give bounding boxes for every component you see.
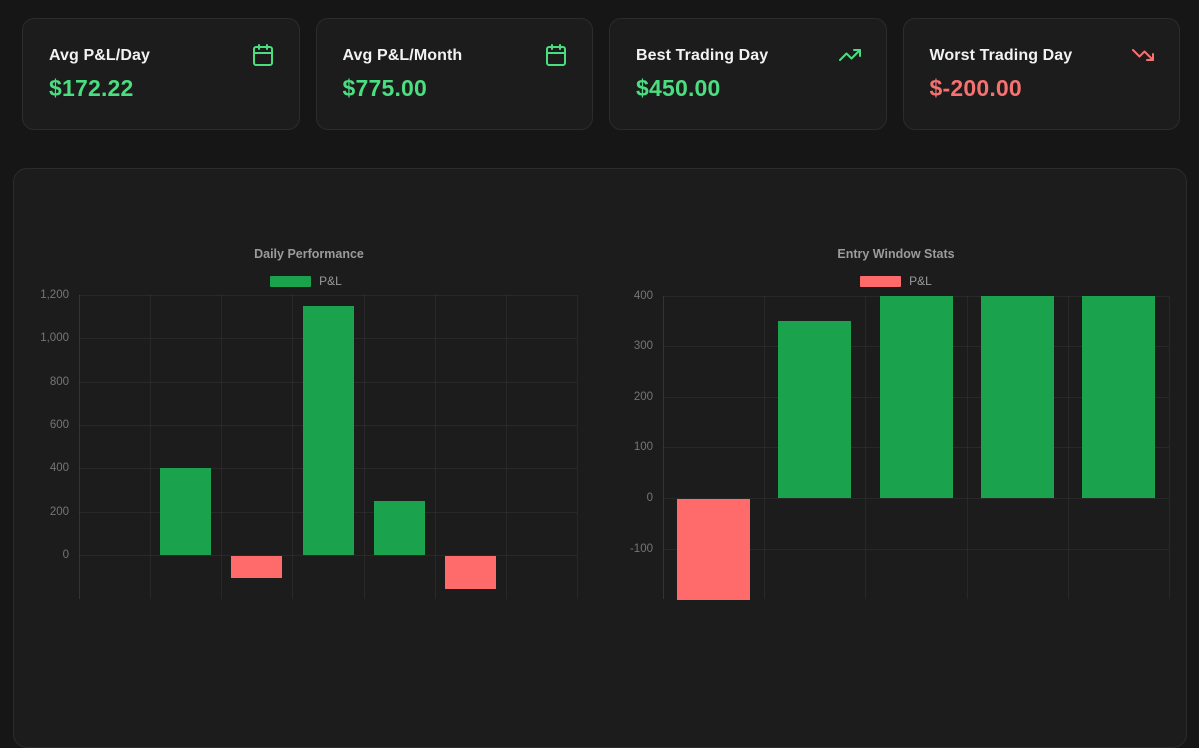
stats-row: Avg P&L/Day $172.22 Avg P&L/Month $775.0… xyxy=(22,18,1180,130)
y-tick-label: 100 xyxy=(633,441,653,454)
stat-value: $172.22 xyxy=(49,75,134,101)
chart-bar[interactable] xyxy=(980,295,1054,498)
y-tick-label: 200 xyxy=(49,505,69,518)
chart-bar[interactable] xyxy=(302,305,354,555)
gridline xyxy=(505,295,507,599)
y-tick-label: 400 xyxy=(633,289,653,302)
gridline xyxy=(663,548,1169,550)
chart-bar[interactable] xyxy=(160,468,212,555)
gridline xyxy=(221,295,223,599)
calendar-icon xyxy=(544,43,568,67)
gridline xyxy=(79,294,577,296)
stat-card-avg-pl-month: Avg P&L/Month $775.00 xyxy=(315,18,593,130)
stat-card-header: Worst Trading Day xyxy=(930,45,1156,67)
gridline xyxy=(1067,296,1069,599)
stat-value: $450.00 xyxy=(636,75,721,101)
calendar-icon xyxy=(251,43,275,67)
y-tick-label: 400 xyxy=(49,462,69,475)
entry-window-stats-chart: Entry Window Stats P&L 400 300 200 100 0 -100 xyxy=(14,169,1186,747)
gridline xyxy=(966,296,968,599)
y-tick-label: 0 xyxy=(646,492,653,504)
gridline xyxy=(434,295,436,599)
chart-bar[interactable] xyxy=(879,295,953,498)
gridline xyxy=(663,296,664,599)
y-tick-label: 1,200 xyxy=(40,288,69,301)
y-tick-label: 600 xyxy=(49,418,69,431)
chart-bar[interactable] xyxy=(1081,295,1155,498)
gridline xyxy=(1169,296,1170,599)
chart-bar[interactable] xyxy=(677,499,751,601)
stat-label: Worst Trading Day xyxy=(929,47,1073,64)
stat-label: Avg P&L/Month xyxy=(342,47,463,64)
gridline xyxy=(79,295,80,599)
stat-value: $775.00 xyxy=(342,75,428,101)
stat-label: Best Trading Day xyxy=(636,47,769,64)
gridline xyxy=(150,295,152,599)
chart-title: Entry Window Stats xyxy=(837,247,955,261)
gridline xyxy=(577,295,578,599)
chart-bar[interactable] xyxy=(231,556,283,578)
charts-panel: Daily Performance P&L 1,200 1,000 800 600 40… xyxy=(13,168,1187,748)
legend-label: P&L xyxy=(909,274,932,288)
y-tick-label: 0 xyxy=(62,549,69,561)
stat-card-worst-trading-day: Worst Trading Day $-200.00 xyxy=(902,18,1180,130)
chart-bar[interactable] xyxy=(778,321,852,498)
gridline xyxy=(292,295,294,599)
chart-legend-item[interactable]: P&L xyxy=(796,274,996,288)
chart-legend-item[interactable]: P&L xyxy=(206,274,406,288)
legend-label: P&L xyxy=(319,274,342,288)
chart-bar[interactable] xyxy=(373,500,425,555)
gridline xyxy=(363,295,365,599)
stat-card-header: Best Trading Day xyxy=(636,45,862,67)
y-tick-label: 800 xyxy=(49,375,69,388)
stat-label: Avg P&L/Day xyxy=(49,47,150,64)
trending-up-icon xyxy=(838,43,862,67)
chart-title: Daily Performance xyxy=(254,247,364,261)
legend-swatch xyxy=(270,275,312,287)
y-tick-label: 200 xyxy=(633,390,653,403)
stat-card-best-trading-day: Best Trading Day $450.00 xyxy=(609,18,887,130)
y-tick-label: 300 xyxy=(633,340,653,353)
trending-down-icon xyxy=(1131,43,1155,67)
gridline xyxy=(865,296,867,599)
stat-card-header: Avg P&L/Month xyxy=(342,43,569,67)
gridline xyxy=(764,296,766,599)
gridline xyxy=(663,498,1169,499)
stat-card-header: Avg P&L/Day xyxy=(49,43,275,67)
stat-value: $-200.00 xyxy=(929,75,1022,101)
daily-performance-chart: Daily Performance P&L 1,200 1,000 800 600 40… xyxy=(14,169,1186,747)
gridline xyxy=(79,555,577,556)
y-tick-label: 1,000 xyxy=(40,332,69,345)
legend-swatch xyxy=(860,275,902,287)
y-tick-label: -100 xyxy=(629,542,653,555)
stat-card-avg-pl-day: Avg P&L/Day $172.22 xyxy=(22,18,300,130)
